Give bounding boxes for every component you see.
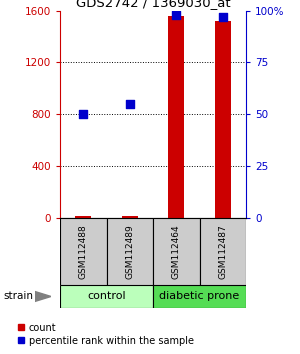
Bar [75,216,92,218]
Text: GSM112487: GSM112487 [218,224,227,279]
Text: control: control [87,291,126,302]
Bar [60,285,153,308]
Point [174,12,179,18]
Point [220,14,225,20]
Text: GSM112488: GSM112488 [79,224,88,279]
Point [128,101,132,107]
Text: strain: strain [3,291,33,302]
Polygon shape [34,291,51,302]
Bar [168,16,184,218]
Bar [106,218,153,285]
Text: GSM112489: GSM112489 [125,224,134,279]
Legend: count, percentile rank within the sample: count, percentile rank within the sample [17,323,194,346]
Title: GDS2742 / 1369030_at: GDS2742 / 1369030_at [76,0,230,10]
Text: GSM112464: GSM112464 [172,224,181,279]
Bar [214,21,231,218]
Point [81,111,86,117]
Bar [60,218,106,285]
Bar [153,285,246,308]
Bar [122,216,138,218]
Bar [153,218,200,285]
Text: diabetic prone: diabetic prone [159,291,240,302]
Bar [200,218,246,285]
